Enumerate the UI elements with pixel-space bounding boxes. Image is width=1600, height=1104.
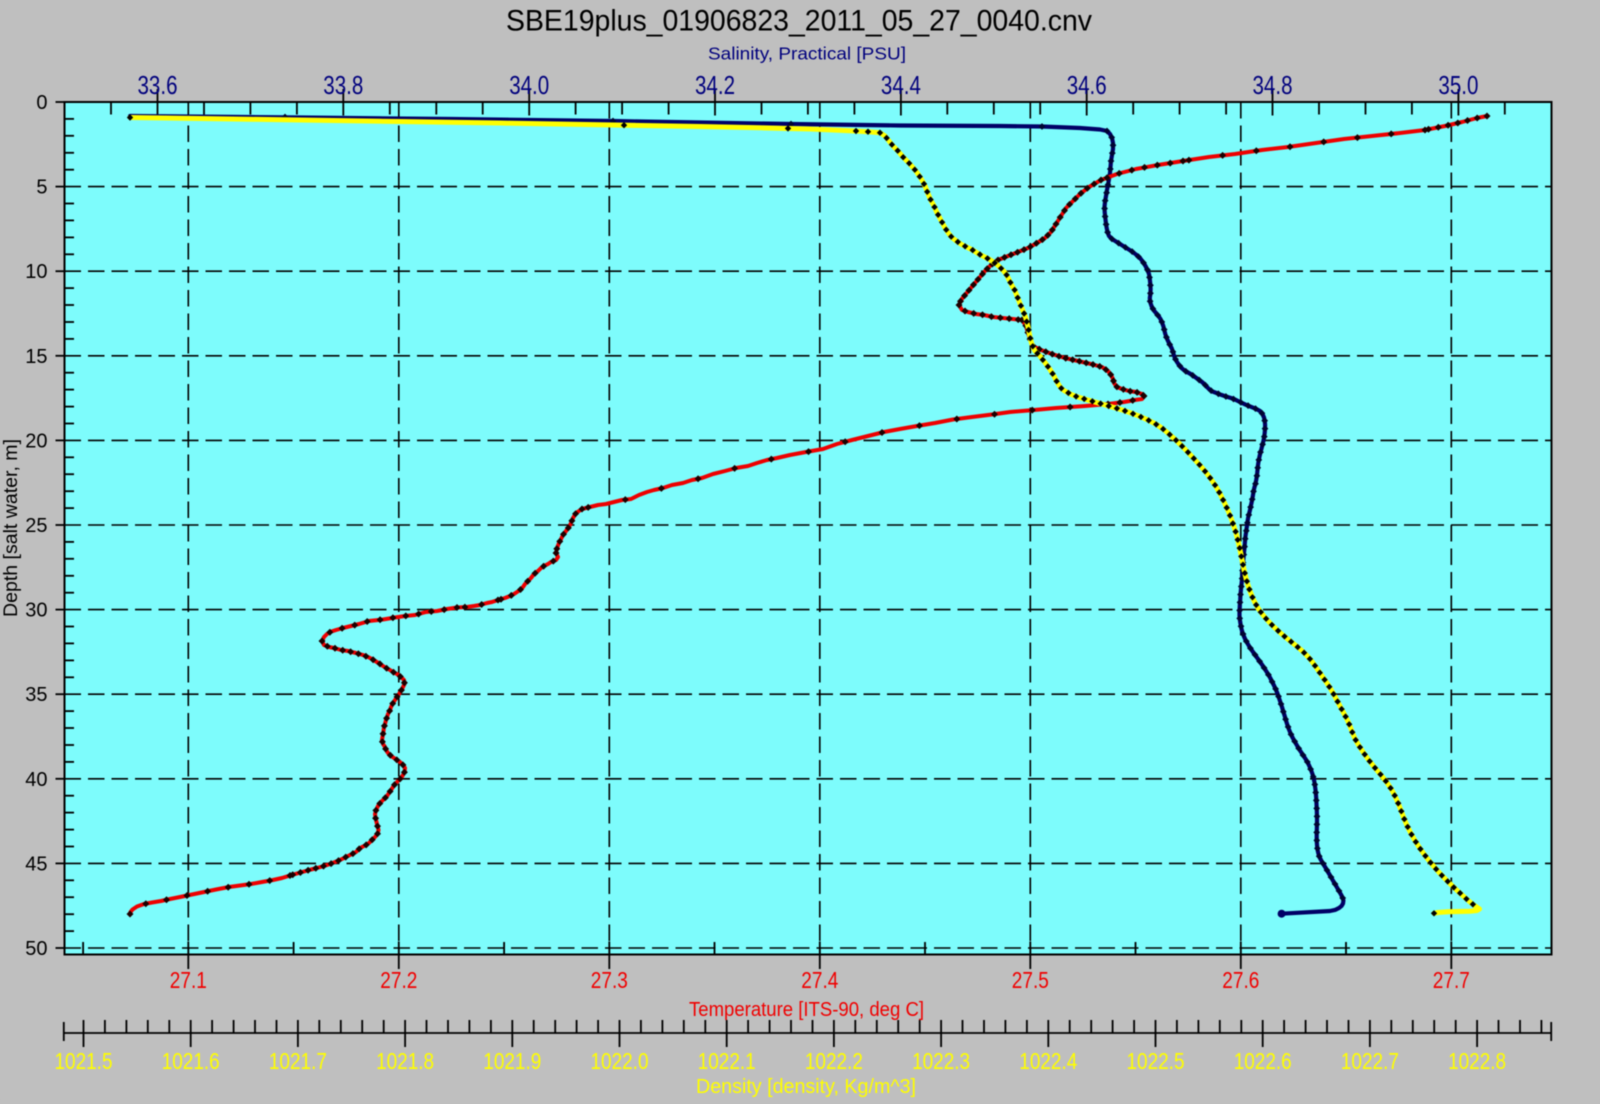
svg-text:40: 40	[25, 769, 47, 791]
svg-text:27.6: 27.6	[1222, 967, 1259, 993]
svg-text:30: 30	[25, 600, 47, 622]
svg-text:1022.4: 1022.4	[1019, 1048, 1077, 1074]
svg-text:1022.2: 1022.2	[805, 1048, 863, 1074]
svg-text:1022.3: 1022.3	[912, 1048, 970, 1074]
svg-text:5: 5	[36, 177, 47, 199]
svg-text:34.8: 34.8	[1253, 70, 1293, 100]
svg-text:33.6: 33.6	[138, 70, 178, 100]
svg-text:1021.9: 1021.9	[483, 1048, 541, 1074]
svg-text:1022.7: 1022.7	[1341, 1048, 1399, 1074]
svg-text:33.8: 33.8	[323, 70, 363, 100]
svg-text:27.2: 27.2	[380, 967, 417, 993]
svg-text:1021.8: 1021.8	[376, 1048, 434, 1074]
svg-text:1022.8: 1022.8	[1448, 1048, 1506, 1074]
svg-text:1021.5: 1021.5	[55, 1048, 113, 1074]
svg-text:1022.6: 1022.6	[1234, 1048, 1292, 1074]
svg-text:35.0: 35.0	[1438, 70, 1478, 100]
svg-text:1022.0: 1022.0	[591, 1048, 649, 1074]
svg-text:1021.7: 1021.7	[269, 1048, 327, 1074]
svg-text:15: 15	[25, 346, 47, 368]
svg-text:0: 0	[36, 92, 47, 114]
svg-text:35: 35	[25, 684, 47, 706]
svg-text:27.1: 27.1	[170, 967, 207, 993]
svg-text:34.0: 34.0	[509, 70, 549, 100]
svg-text:20: 20	[25, 430, 47, 452]
svg-text:1021.6: 1021.6	[162, 1048, 220, 1074]
svg-text:Density [density, Kg/m^3]: Density [density, Kg/m^3]	[696, 1076, 916, 1098]
svg-text:Temperature [ITS-90, deg C]: Temperature [ITS-90, deg C]	[689, 999, 924, 1021]
svg-text:27.7: 27.7	[1433, 967, 1470, 993]
svg-text:Salinity, Practical [PSU]: Salinity, Practical [PSU]	[708, 44, 906, 64]
svg-text:27.3: 27.3	[591, 967, 628, 993]
svg-text:25: 25	[25, 515, 47, 537]
svg-text:Depth [salt water, m]: Depth [salt water, m]	[1, 439, 22, 617]
svg-text:1022.5: 1022.5	[1127, 1048, 1185, 1074]
svg-text:27.5: 27.5	[1012, 967, 1049, 993]
svg-text:34.6: 34.6	[1067, 70, 1107, 100]
svg-text:34.4: 34.4	[881, 70, 921, 100]
svg-text:1022.1: 1022.1	[698, 1048, 756, 1074]
svg-text:27.4: 27.4	[801, 967, 838, 993]
svg-text:34.2: 34.2	[695, 70, 735, 100]
svg-text:50: 50	[25, 938, 47, 960]
svg-text:10: 10	[25, 261, 47, 283]
svg-text:SBE19plus_01906823_2011_05_27_: SBE19plus_01906823_2011_05_27_0040.cnv	[506, 5, 1092, 38]
svg-text:45: 45	[25, 853, 47, 875]
